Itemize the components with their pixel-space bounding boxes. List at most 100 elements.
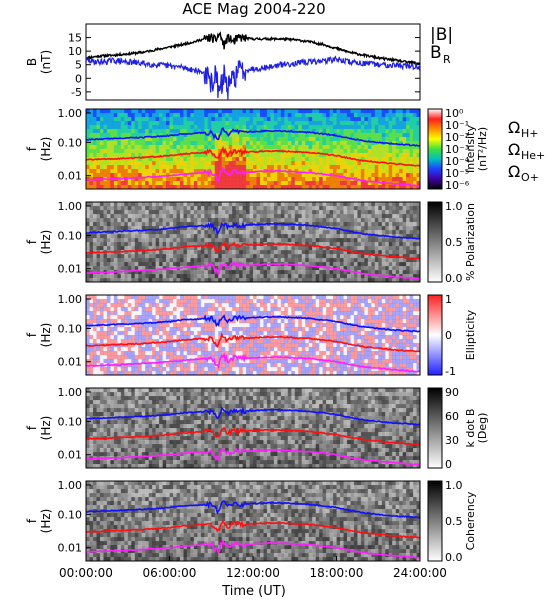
coherency-y-tick-label: 1.00 [58,479,83,492]
ellipticity-colorbar [427,294,443,376]
b-field-y-tick-label: 10 [68,45,82,58]
intensity-y-unit: (Hz) [39,137,53,162]
intensity-y-tick-label: 1.00 [58,107,83,120]
x-tick-label: 18:00:00 [310,566,364,580]
gyro-line-he [85,519,421,539]
b-field-y-tick-label: 15 [68,32,82,45]
x-tick-label: 24:00:00 [393,566,447,580]
intensity-colorbar-tick-label: 10⁻¹ [445,119,469,132]
ellipticity-texture [86,295,420,375]
k-dot-b-colorbar-label: k dot B [464,409,477,448]
time-axis: Time (UT) 00:00:00 06:00:00 12:00:00 18:00:… [59,556,447,599]
legend-b-r-subscript: R [443,53,451,66]
gyro-line-h [85,126,421,147]
polarization-y-tick-label: 0.01 [58,263,83,276]
coherency-colorbar-tick-label: 0.0 [445,551,463,564]
intensity-y-tick-label: 0.01 [58,170,83,183]
gyro-legend-he-subscript: He+ [521,149,545,162]
k-dot-b-colorbar-tick-label: 60 [445,410,459,423]
intensity-colorbar [427,108,443,190]
coherency-colorbar-tick-label: 1.0 [445,479,463,492]
intensity-colorbar-label: Intensity [464,125,477,173]
polarization-colorbar-label: % Polarization [464,203,477,281]
spectral-panels: 1.000.100.01f (Hz)10⁰10⁻¹10⁻²10⁻³10⁻⁴10⁻⁵… [25,107,545,564]
legend-b-r: B [430,43,442,63]
gyro-line-he [85,332,421,353]
intensity-colorbar-tick-label: 10⁻⁵ [445,167,469,180]
gyro-line-h [85,221,421,240]
k-dot-b-colorbar-unit: (Deg) [476,413,489,444]
series-line-b-r [86,55,420,100]
gyro-legend-o: Ω [508,162,520,181]
b-field-y-label: B [25,58,39,66]
intensity-colorbar-tick-label: 10⁻⁶ [445,179,470,192]
legend-b-magnitude: |B| [430,25,453,45]
b-field-y-tick-label: 0 [75,72,82,85]
gyro-line-h [85,314,420,333]
coherency-colorbar-tick-label: 0.5 [445,515,463,528]
intensity-plot-frame [85,108,421,190]
polarization-plot-frame [85,201,421,283]
gyro-legend-he: Ω [508,140,520,159]
polarization-y-tick-label: 0.10 [58,229,83,242]
polarization-colorbar-tick-label: 0.0 [445,272,463,285]
intensity-y-tick-label: 0.10 [58,136,83,149]
intensity-y-label: f [25,146,39,151]
x-tick-label: 12:00:00 [226,566,280,580]
k-dot-b-colorbar-tick-label: 30 [445,434,459,447]
coherency-y-tick-label: 0.01 [58,542,83,555]
ellipticity-y-label: f [25,332,39,337]
k-dot-b-y-tick-label: 0.01 [58,449,83,462]
k-dot-b-colorbar-tick-label: 0 [445,458,452,471]
k-dot-b-colorbar-tick-label: 90 [445,386,459,399]
ellipticity-colorbar-tick-label: 0 [445,329,452,342]
polarization-colorbar-tick-label: 1.0 [445,200,463,213]
x-axis-label: Time (UT) [221,584,286,599]
coherency-y-unit: (Hz) [39,509,53,534]
gyro-line-h [85,500,421,519]
x-tick-label: 06:00:00 [143,566,197,580]
ellipticity-panel: 1.00 0.10 0.01 f (Hz) 1 0 -1 Ellipticity [25,293,477,378]
coherency-y-tick-label: 0.10 [58,508,83,521]
gyro-line-he [85,145,421,167]
coherency-colorbar-label: Coherency [464,491,477,550]
coherency-y-label: f [25,518,39,523]
ellipticity-y-tick-label: 0.01 [58,356,83,369]
gyro-line-o [85,447,421,466]
gyro-line-he [85,240,421,260]
gyro-line-o [85,352,421,373]
ellipticity-colorbar-tick-label: 1 [445,293,452,306]
ellipticity-y-tick-label: 0.10 [58,322,83,335]
intensity-colorbar-tick-label: 10⁻⁴ [445,155,470,168]
polarization-y-unit: (Hz) [39,230,53,255]
k-dot-b-y-unit: (Hz) [39,416,53,441]
intensity-colorbar-tick-label: 10⁻² [445,131,469,144]
gyro-legend-o-subscript: O+ [521,171,539,184]
polarization-y-tick-label: 1.00 [58,200,83,213]
k-dot-b-plot-frame [85,387,421,469]
ellipticity-colorbar-tick-label: -1 [445,365,456,378]
k-dot-b-y-label: f [25,425,39,430]
polarization-colorbar [427,201,443,283]
gyro-legend-h-subscript: H+ [521,127,539,140]
k-dot-b-panel: 1.00 0.10 0.01 f (Hz) 90 60 30 0 k dot B (Deg) [25,386,489,471]
intensity-colorbar-unit: (nT²/Hz) [476,127,489,171]
polarization-panel: 1.00 0.10 0.01 f (Hz) 1.0 0.5 0.0% Polarization [25,200,477,285]
k-dot-b-y-tick-label: 0.10 [58,415,83,428]
gyro-line-he [85,426,421,446]
polarization-colorbar-tick-label: 0.5 [445,236,463,249]
ellipticity-y-unit: (Hz) [39,323,53,348]
intensity-panel: 1.00 0.10 0.01 f (Hz) 10⁰10⁻¹10⁻²10⁻³10⁻⁴10⁻⁵… [25,107,545,192]
b-field-y-tick-label: 5 [75,59,82,72]
ellipticity-y-tick-label: 1.00 [58,293,83,306]
coherency-colorbar [427,480,443,562]
intensity-colorbar-tick-label: 10⁰ [445,107,464,120]
ellipticity-plot-frame [85,294,421,376]
gyro-legend-h: Ω [508,118,520,137]
x-tick-label: 00:00:00 [59,566,113,580]
gyro-line-o [86,260,421,280]
